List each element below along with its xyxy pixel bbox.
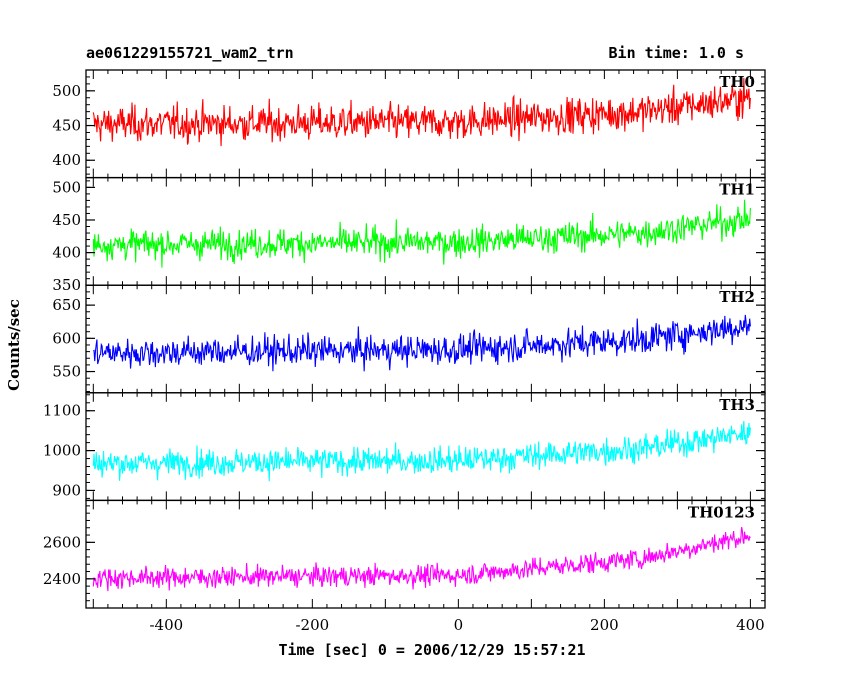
series-line-th0123 — [92, 526, 751, 592]
x-tick-label: -200 — [295, 616, 329, 634]
y-tick-label: 500 — [52, 178, 81, 196]
series-line-th2 — [93, 314, 751, 372]
y-tick-label: 1000 — [43, 442, 81, 460]
y-tick-label: 500 — [52, 82, 81, 100]
series-line-th3 — [92, 420, 751, 482]
chart-title: ae061229155721_wam2_trn — [86, 44, 294, 62]
y-tick-label: 400 — [52, 244, 81, 262]
y-tick-label: 550 — [52, 363, 81, 381]
series-label-th0: TH0 — [719, 73, 755, 91]
series-label-th3: TH3 — [719, 396, 755, 414]
y-tick-label: 450 — [52, 211, 81, 229]
y-tick-label: 1100 — [43, 402, 81, 420]
y-tick-label: 350 — [52, 276, 81, 294]
series-line-th1 — [92, 199, 751, 268]
panel-frame-th0123 — [85, 499, 766, 609]
y-tick-label: 450 — [52, 117, 81, 135]
y-tick-label: 400 — [52, 151, 81, 169]
series-line-th0 — [92, 77, 751, 147]
series-label-th2: TH2 — [719, 288, 755, 306]
x-tick-label: -400 — [149, 616, 183, 634]
y-tick-label: 2600 — [43, 533, 81, 551]
x-axis-label: Time [sec] 0 = 2006/12/29 15:57:21 — [278, 641, 586, 659]
y-tick-label: 600 — [52, 329, 81, 347]
y-tick-label: 2400 — [43, 570, 81, 588]
series-label-th0123: TH0123 — [688, 503, 755, 521]
x-tick-label: 200 — [590, 616, 619, 634]
y-axis-label: Counts/sec — [5, 299, 23, 391]
y-tick-label: 650 — [52, 296, 81, 314]
x-tick-label: 400 — [736, 616, 765, 634]
x-tick-label: 0 — [454, 616, 464, 634]
series-label-th1: TH1 — [719, 181, 755, 199]
y-tick-label: 900 — [52, 481, 81, 499]
bin-time-label: Bin time: 1.0 s — [608, 44, 744, 62]
